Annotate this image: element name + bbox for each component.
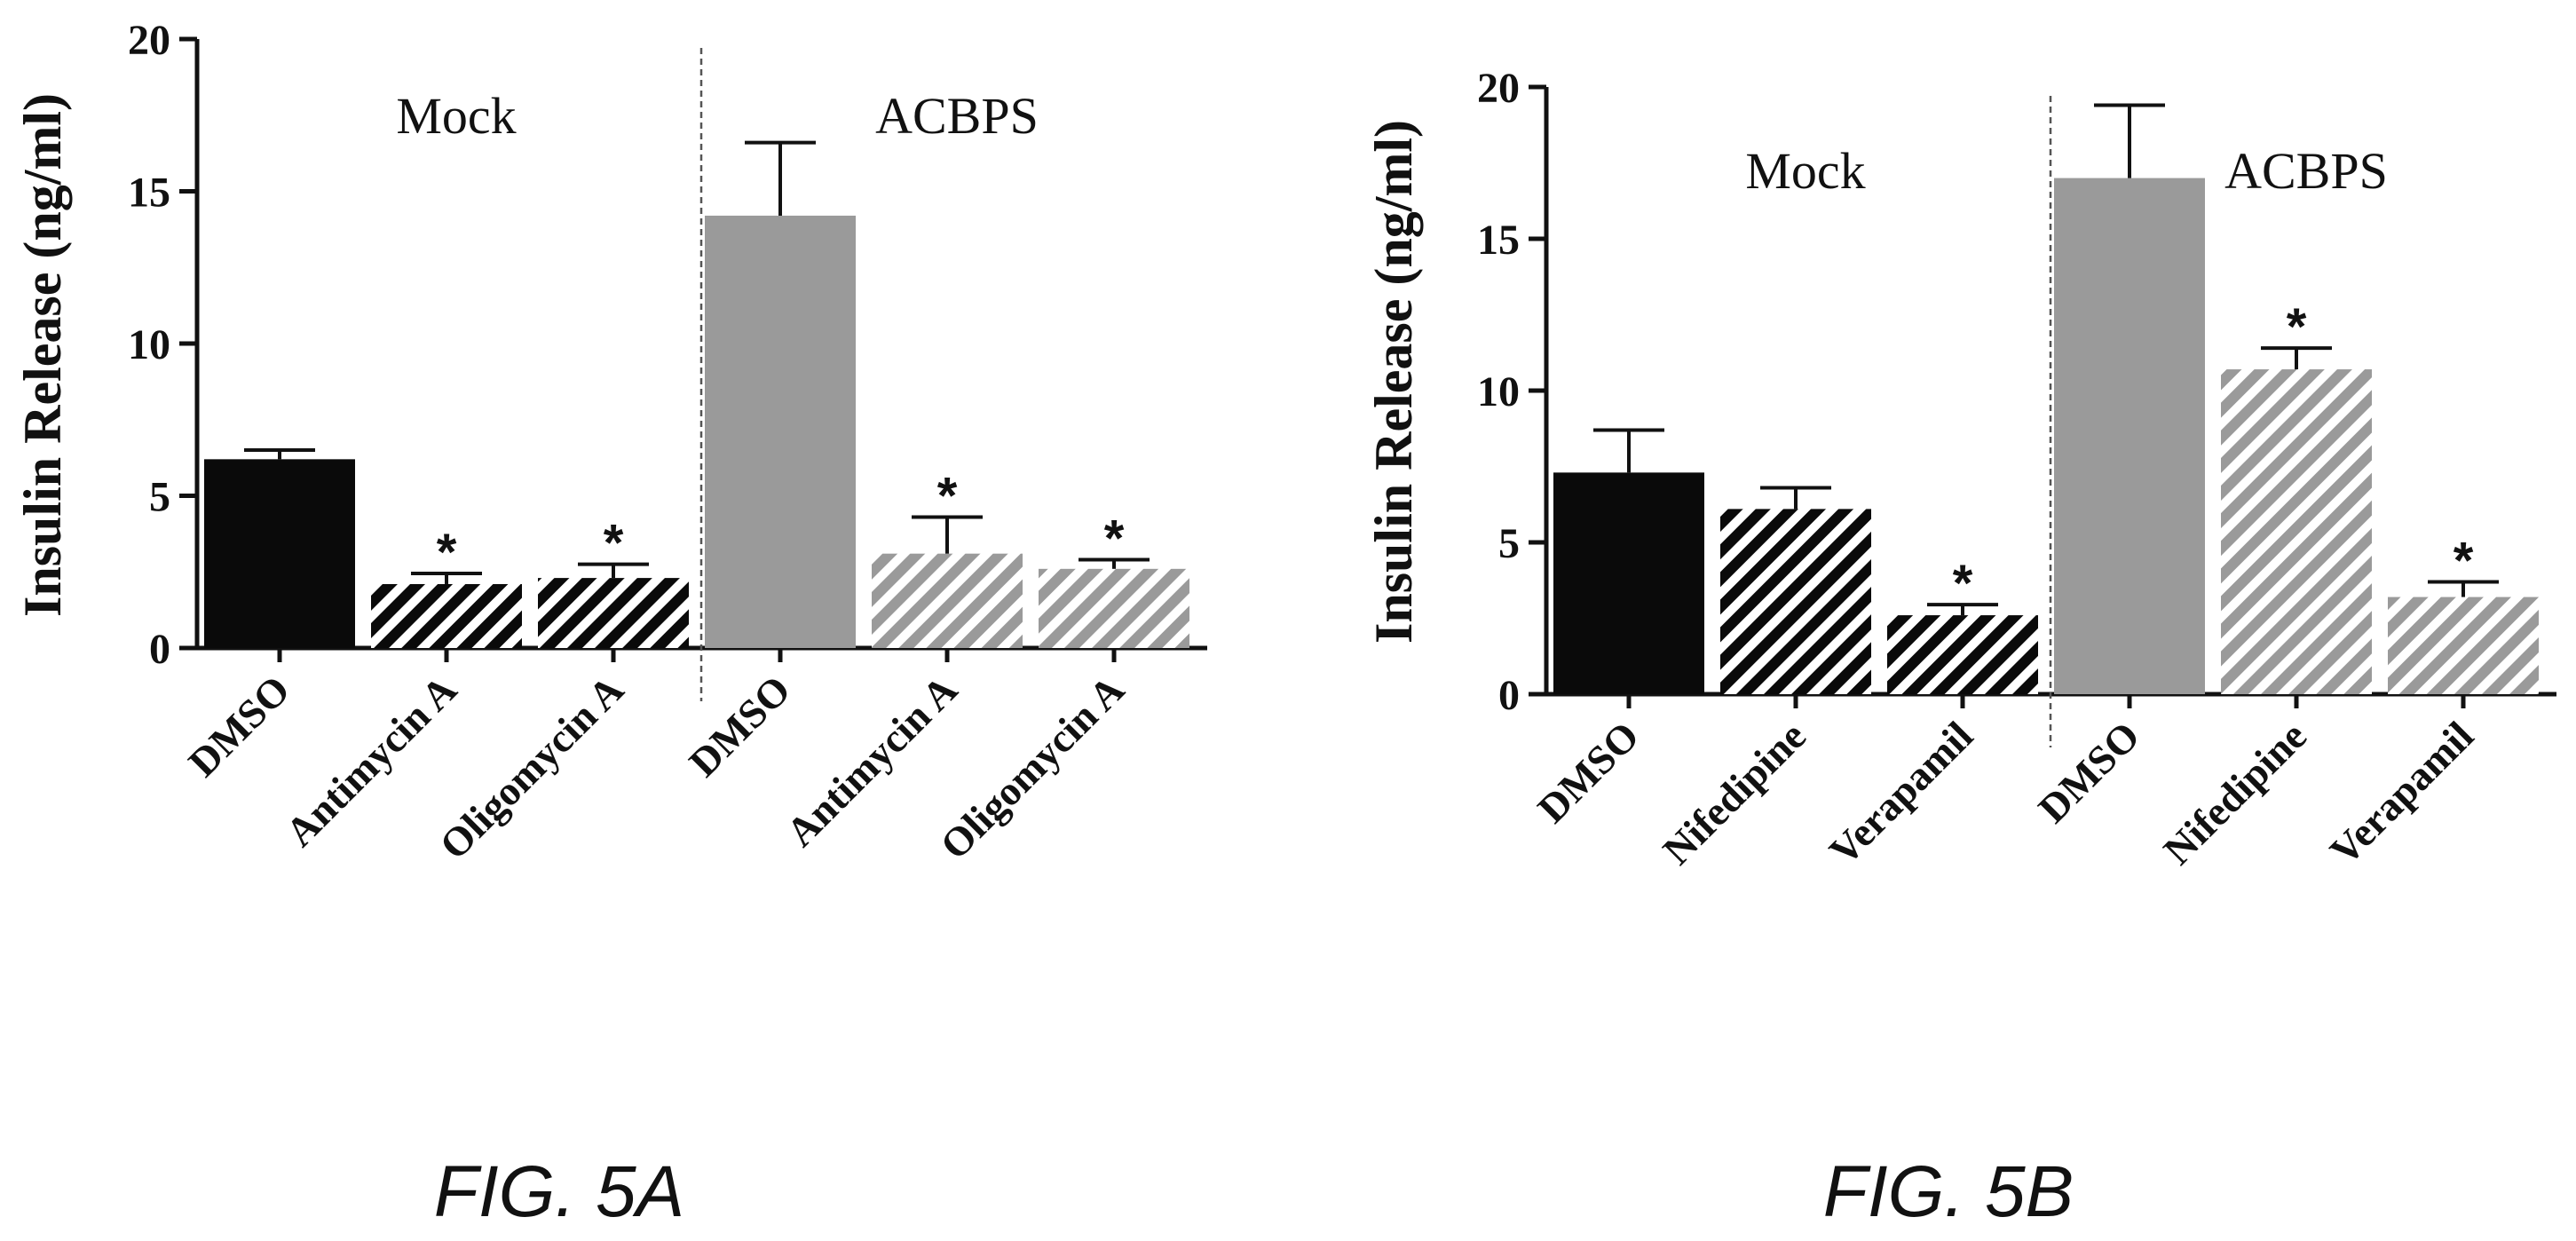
bar xyxy=(1887,615,2038,694)
y-tick-label: 10 xyxy=(128,321,170,368)
significance-marker: * xyxy=(937,468,958,526)
significance-marker: * xyxy=(2287,298,2307,356)
y-tick-label: 0 xyxy=(149,626,170,673)
y-tick-label: 10 xyxy=(1477,368,1520,415)
x-tick-label: Nifedipine xyxy=(2154,713,2315,873)
y-axis-title: Insulin Release (ng/ml) xyxy=(1364,120,1423,644)
y-axis-title: Insulin Release (ng/ml) xyxy=(13,93,72,617)
significance-marker: * xyxy=(1104,510,1125,568)
chart-fig-5b: Insulin Release (ng/ml) 0 5 10 15 20 Mock ACBP… xyxy=(1364,65,2556,873)
figure-caption-5b: FIG. 5B xyxy=(1823,1151,2074,1232)
x-tick-label: Antimycin A xyxy=(778,667,966,855)
group-label: ACBPS xyxy=(875,87,1039,145)
bar xyxy=(1720,509,1871,694)
significance-marker: * xyxy=(604,515,624,573)
bar xyxy=(2388,597,2539,694)
x-tick-label: DMSO xyxy=(2029,713,2148,832)
y-tick-label: 15 xyxy=(1477,217,1520,264)
y-tick-label: 0 xyxy=(1498,672,1520,719)
bar xyxy=(371,583,522,648)
x-tick-label: Verapamil xyxy=(1821,713,1981,873)
bar xyxy=(705,215,856,648)
group-label: Mock xyxy=(1745,142,1865,200)
figure-caption-5a: FIG. 5A xyxy=(434,1151,685,1232)
x-tick-label: Nifedipine xyxy=(1654,713,1814,873)
y-tick-label: 15 xyxy=(128,170,170,217)
y-tick-label: 5 xyxy=(1498,520,1520,567)
bar xyxy=(1553,472,1704,694)
bar xyxy=(204,459,355,648)
significance-marker: * xyxy=(437,524,457,581)
significance-marker: * xyxy=(1953,555,1973,613)
y-tick-label: 5 xyxy=(149,474,170,521)
group-label: ACBPS xyxy=(2224,142,2388,200)
x-tick-label: DMSO xyxy=(179,667,298,786)
x-tick-label: DMSO xyxy=(680,667,799,786)
x-tick-label: DMSO xyxy=(1529,713,1648,832)
x-tick-label: Antimycin A xyxy=(277,667,465,855)
chart-fig-5a: Insulin Release (ng/ml) 0 5 10 15 20 Mock ACBP… xyxy=(13,17,1207,868)
x-tick-label: Verapamil xyxy=(2321,713,2482,873)
significance-marker: * xyxy=(2454,532,2474,589)
bar xyxy=(1039,568,1189,648)
y-tick-label: 20 xyxy=(1477,65,1520,112)
bar xyxy=(872,553,1023,648)
y-tick-label: 20 xyxy=(128,17,170,64)
bar xyxy=(2221,369,2372,694)
bar xyxy=(2054,178,2205,695)
bar xyxy=(538,578,689,648)
group-label: Mock xyxy=(396,87,516,145)
